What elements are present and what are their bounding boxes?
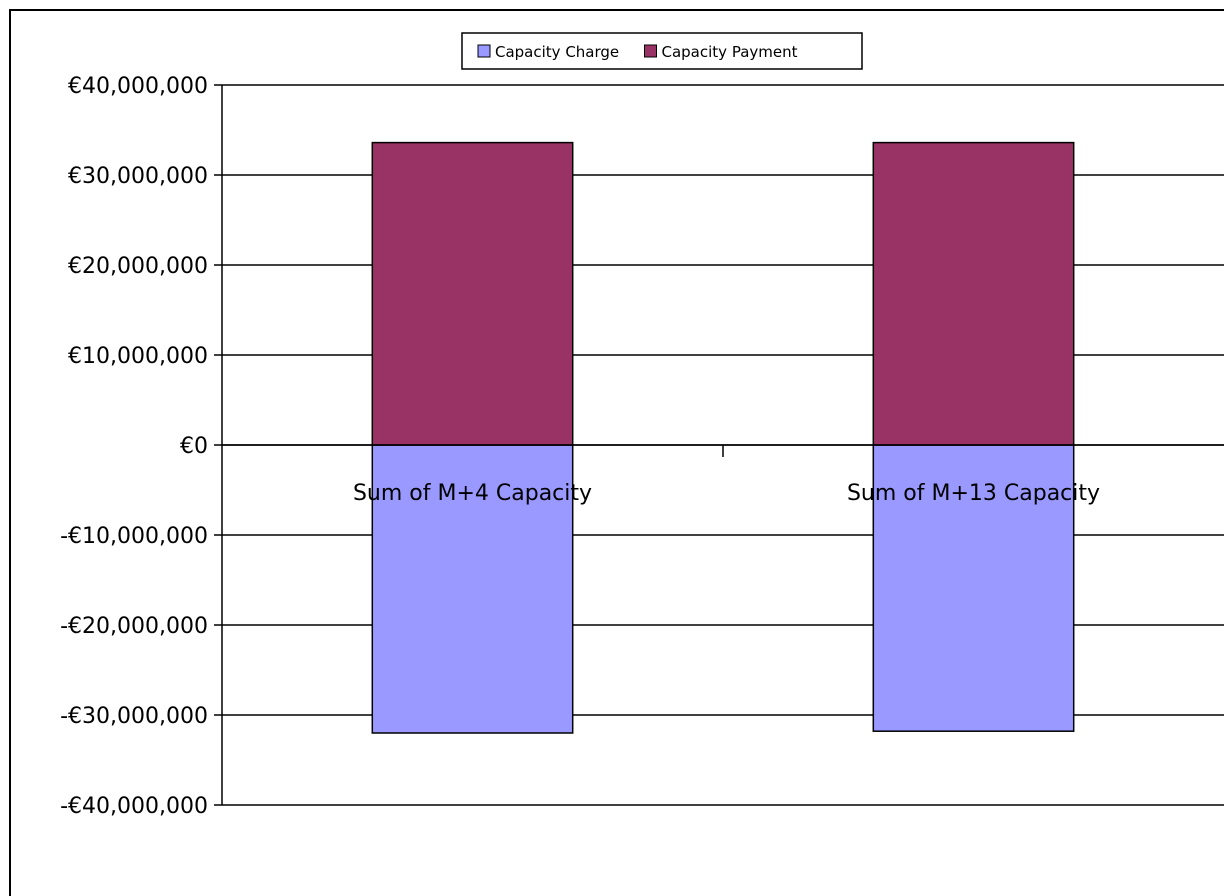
legend-label: Capacity Payment xyxy=(662,43,798,61)
bar-capacity-charge[interactable] xyxy=(371,444,574,734)
y-tick-label: €30,000,000 xyxy=(68,164,208,189)
y-tick-label: €0 xyxy=(180,434,208,459)
bar-capacity-payment[interactable] xyxy=(371,141,574,446)
category-label: Sum of M+4 Capacity xyxy=(353,481,592,506)
y-tick-label: -€20,000,000 xyxy=(60,614,208,639)
legend-box xyxy=(461,32,863,70)
y-tick-label: -€40,000,000 xyxy=(60,794,208,819)
y-tick-label: €10,000,000 xyxy=(68,344,208,369)
category-label: Sum of M+13 Capacity xyxy=(847,481,1100,506)
bars xyxy=(371,141,1075,734)
legend-swatch-capacity-payment xyxy=(644,44,657,58)
spreadsheet-grid-strip xyxy=(0,0,1224,10)
y-tick-label: -€10,000,000 xyxy=(60,524,208,549)
y-tick-label: €20,000,000 xyxy=(68,254,208,279)
y-axis: €40,000,000 €30,000,000 €20,000,000 €10,000… xyxy=(60,74,1224,819)
legend[interactable]: Capacity Charge Capacity Payment xyxy=(461,32,863,70)
category-labels: Sum of M+4 Capacity Sum of M+13 Capacity xyxy=(353,481,1100,506)
y-tick-label: -€30,000,000 xyxy=(60,704,208,729)
y-tick-label: €40,000,000 xyxy=(68,74,208,99)
legend-swatch-capacity-charge xyxy=(477,44,491,58)
legend-label: Capacity Charge xyxy=(495,43,619,61)
bar-capacity-payment[interactable] xyxy=(872,141,1075,446)
bar-capacity-charge[interactable] xyxy=(872,444,1075,732)
